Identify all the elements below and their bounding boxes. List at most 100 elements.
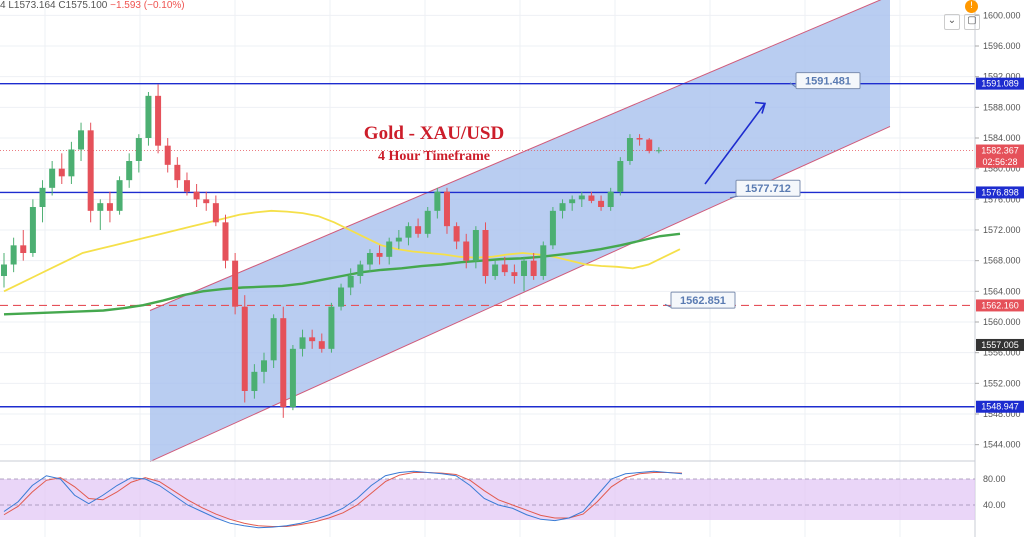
ma-fast-line	[3, 209, 681, 293]
price-axis-tick-label: 1580.000	[983, 164, 1021, 174]
candle-body	[588, 195, 595, 201]
candle-body	[453, 226, 460, 242]
price-tag	[976, 144, 1024, 157]
candle-body	[472, 230, 479, 261]
candle-body	[58, 168, 65, 177]
candle-body	[482, 230, 489, 276]
candle-body	[10, 245, 17, 265]
candle-body	[424, 210, 431, 234]
candle-body	[646, 139, 653, 152]
price-axis-tick-label: 1584.000	[983, 133, 1021, 143]
price-tag-label: 1582.367	[981, 146, 1019, 156]
candle-body	[183, 180, 190, 192]
chart-title: Gold - XAU/USD	[364, 123, 504, 144]
candle-body	[212, 203, 219, 223]
price-tag	[976, 338, 1024, 351]
candle-body	[501, 264, 508, 273]
price-tag	[976, 186, 1024, 199]
candle-body	[415, 226, 422, 234]
price-axis-tick-label: 1596.000	[983, 41, 1021, 51]
price-axis-tick-label: 1560.000	[983, 317, 1021, 327]
candle-body	[636, 138, 643, 140]
candle-body	[116, 180, 123, 211]
candle-body	[607, 191, 614, 207]
candle-body	[299, 337, 306, 349]
ohlc-header: 4 L1573.164 C1575.100 −1.593 (−0.10%)	[0, 0, 185, 11]
candle-body	[328, 306, 335, 349]
price-axis-tick-label: 1592.000	[983, 72, 1021, 82]
trend-arrow-head	[754, 101, 767, 114]
candle-body	[549, 210, 556, 246]
candle-body	[376, 253, 383, 257]
candle-body	[155, 95, 162, 146]
candle-body	[309, 337, 316, 342]
candle-body	[222, 222, 229, 261]
ohlc-change: −1.593 (−0.10%)	[110, 0, 185, 11]
candle-body	[251, 371, 258, 391]
candle-body	[598, 200, 605, 207]
candle-body	[280, 318, 287, 408]
candle-body	[434, 191, 441, 211]
candle-body	[106, 203, 113, 211]
candle-body	[530, 260, 537, 276]
trend-arrow	[704, 103, 766, 185]
price-tag	[976, 77, 1024, 90]
price-axis-tick-label: 1552.000	[983, 378, 1021, 388]
alert-badge-label: !	[969, 1, 974, 11]
price-axis-tick-label: 1600.000	[983, 10, 1021, 20]
alert-badge[interactable]: !	[965, 0, 978, 13]
candle-body	[126, 161, 133, 181]
stoch-level-label: 40.00	[983, 500, 1006, 510]
candle-body	[569, 199, 576, 204]
candle-body	[366, 253, 373, 265]
candle-body	[68, 149, 75, 177]
candle-body	[135, 138, 142, 161]
candle-body	[511, 272, 518, 276]
candle-body	[443, 191, 450, 227]
candle-body	[289, 348, 296, 408]
stoch-k-line	[3, 470, 683, 529]
candle-body	[232, 260, 239, 307]
candle-body	[87, 130, 94, 211]
price-axis-tick-label: 1576.000	[983, 194, 1021, 204]
candle-body	[1, 264, 7, 276]
chart-subtitle: 4 Hour Timeframe	[378, 149, 490, 164]
candle-body	[626, 138, 633, 161]
candle-body	[270, 318, 277, 361]
price-axis-tick-label: 1588.000	[983, 102, 1021, 112]
price-tag	[976, 299, 1024, 312]
candle-body	[164, 145, 171, 165]
square-icon[interactable]: ▢	[964, 14, 980, 30]
price-axis-tick-label: 1548.000	[983, 409, 1021, 419]
candle-body	[463, 241, 470, 261]
callout-box	[735, 179, 801, 197]
candle-body	[521, 260, 528, 276]
callout-label: 1562.851	[680, 295, 726, 307]
candle-body	[357, 264, 364, 276]
price-tag-label: 1557.005	[981, 340, 1019, 350]
price-axis-tick-label: 1564.000	[983, 286, 1021, 296]
candle-body	[97, 203, 104, 211]
price-tag-label: 1576.898	[981, 187, 1019, 197]
price-axis-tick-label: 1556.000	[983, 348, 1021, 358]
candle-body	[241, 306, 248, 391]
ohlc-close: C1575.100	[58, 0, 108, 11]
price-axis-tick-label: 1544.000	[983, 440, 1021, 450]
candle-body	[20, 245, 27, 253]
candle-body	[395, 237, 402, 242]
chevron-down-icon[interactable]: ⌄	[944, 14, 960, 30]
candle-body	[655, 150, 662, 152]
candle-body	[174, 164, 181, 181]
ohlc-low: L1573.164	[8, 0, 56, 11]
candle-body	[193, 191, 200, 200]
price-tag	[976, 155, 1024, 168]
ma-slow-line	[3, 232, 681, 316]
callout-label: 1591.481	[805, 76, 851, 88]
callout-label: 1577.712	[745, 183, 791, 195]
price-tag-label: 02:56:28	[982, 157, 1017, 167]
price-axis-tick-label: 1568.000	[983, 256, 1021, 266]
callout-box	[670, 291, 736, 309]
price-axis-tick-label: 1572.000	[983, 225, 1021, 235]
